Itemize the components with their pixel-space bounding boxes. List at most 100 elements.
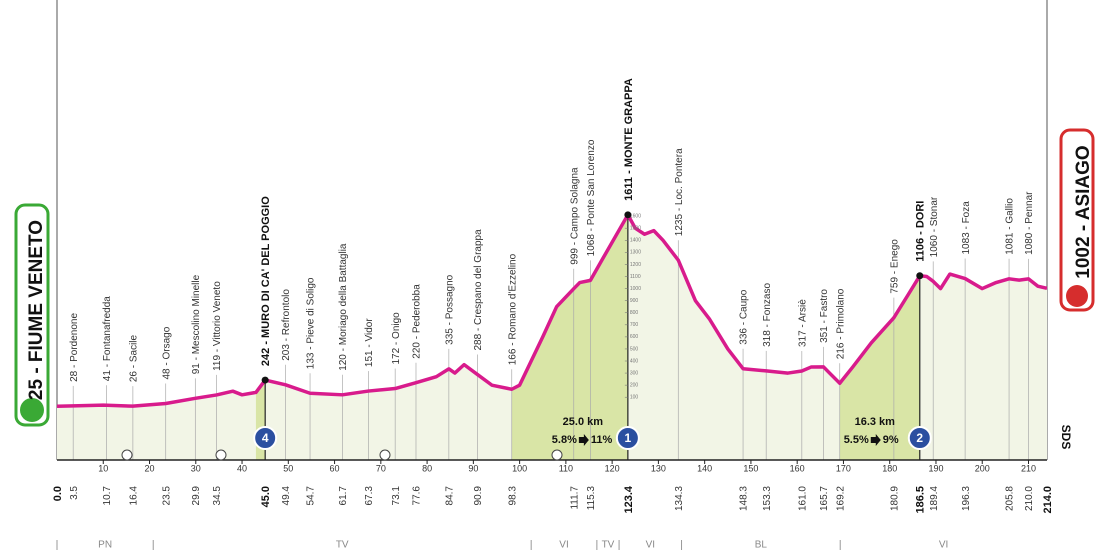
summit-marker (261, 376, 269, 384)
y-tick-label: 1400 (630, 238, 641, 244)
x-tick-label: 110 (559, 463, 573, 473)
km-label: 77.6 (412, 486, 423, 506)
waypoint-label: 172 - Onigo (391, 312, 402, 365)
sprint-icon (121, 449, 133, 461)
waypoint-label: 166 - Romano d'Ezzelino (507, 253, 518, 365)
x-tick-label: 150 (743, 463, 758, 473)
start-box: 25 - FIUME VENETO (14, 203, 50, 427)
climb-gradient: 5.5% (844, 434, 869, 446)
y-tick-label: 200 (630, 382, 639, 388)
climb-category: 1 (625, 431, 632, 445)
km-label: 169.2 (835, 486, 846, 511)
waypoint-label: 351 - Fastro (819, 289, 830, 343)
km-label: 84.7 (444, 486, 455, 506)
x-tick-label: 130 (651, 463, 666, 473)
climb-gradient: 5.8% (552, 434, 577, 446)
region-label: TV (336, 540, 349, 550)
region-label: PN (98, 540, 112, 550)
waypoint-label: 91 - Mescolino Minelle (191, 274, 202, 374)
logo: SDS (1059, 425, 1073, 450)
x-tick-label: 40 (237, 463, 247, 473)
y-tick-label: 100 (630, 395, 639, 401)
waypoint-label: 119 - Vittorio Veneto (212, 281, 223, 371)
start-label: 25 - FIUME VENETO (26, 220, 47, 400)
x-tick-label: 180 (882, 463, 897, 473)
km-label: 123.4 (623, 485, 635, 513)
region-label: VI (559, 540, 568, 550)
bonus-icon (551, 449, 563, 461)
km-label: 61.7 (338, 486, 349, 506)
x-tick-label: 100 (512, 463, 527, 473)
waypoint-label: 1068 - Ponte San Lorenzo (586, 139, 597, 256)
summit-marker (916, 272, 924, 280)
waypoint-label: 216 - Primolano (835, 288, 846, 359)
climb-length: 25.0 km (563, 416, 604, 428)
x-tick-label: 50 (283, 463, 293, 473)
km-label: 111.7 (569, 486, 580, 510)
waypoint-label: 1060 - Stonar (929, 196, 940, 257)
profile-line (56, 213, 1048, 409)
waypoint-label: 151 - Vidor (364, 318, 375, 367)
y-tick-label: 1200 (630, 262, 641, 268)
x-tick-label: 60 (330, 463, 340, 473)
km-label: 205.8 (1005, 486, 1016, 511)
plot: 10 20 30 40 50 60 70 80 90 100 110 120 130 140 150 160 1… (52, 78, 1054, 550)
x-tick-label: 200 (975, 463, 990, 473)
km-label: 45.0 (260, 486, 272, 507)
km-label: 148.3 (739, 486, 750, 511)
km-label: 3.5 (69, 486, 80, 500)
x-tick-label: 190 (928, 463, 943, 473)
x-tick-label: 80 (422, 463, 432, 473)
waypoint-label: 28 - Pordenone (69, 313, 80, 382)
climb-category: 4 (262, 431, 269, 445)
sprint-icon (215, 449, 227, 461)
waypoint-label: 335 - Possagno (444, 274, 455, 344)
waypoint-label: 1106 - DORI (915, 201, 927, 262)
climb-badge (907, 426, 932, 450)
km-label: 210.0 (1024, 486, 1035, 511)
start-frame (14, 203, 50, 427)
x-tick-label: 140 (697, 463, 712, 473)
waypoint-label: 1080 - Pennar (1024, 191, 1035, 255)
km-label: 23.5 (161, 486, 172, 506)
y-tick-label: 1600 (630, 213, 641, 219)
x-tick-label: 160 (790, 463, 805, 473)
waypoint-label: 133 - Pieve di Soligo (306, 277, 317, 369)
waypoint-label: 336 - Caupo (739, 289, 750, 344)
waypoint-label: 48 - Orsago (161, 326, 172, 379)
km-label: 34.5 (212, 486, 223, 506)
km-label: 98.3 (507, 486, 518, 506)
climb-badge (615, 426, 640, 450)
waypoint-label: 318 - Fonzaso (762, 283, 773, 347)
waypoint-label: 1611 - MONTE GRAPPA (623, 78, 635, 201)
waypoint-label: 41 - Fontanafredda (102, 296, 113, 381)
km-label: 115.3 (586, 486, 597, 511)
waypoint-label: 26 - Sacile (129, 334, 140, 382)
waypoint-label: 1235 - Loc. Pontera (674, 148, 685, 236)
finish-label: 1002 - ASIAGO (1073, 145, 1094, 278)
km-label: 165.7 (819, 486, 830, 511)
km-label: 186.5 (915, 486, 927, 514)
x-tick-label: 120 (605, 463, 620, 473)
km-label: 10.7 (102, 486, 113, 506)
waypoint-label: 999 - Campo Solagna (569, 167, 580, 265)
x-tick-label: 10 (98, 463, 108, 473)
km-label: 0.0 (52, 486, 64, 501)
y-tick-label: 1100 (630, 274, 641, 280)
waypoint-label: 120 - Moriago della Battaglia (338, 243, 349, 371)
sprint-icon (379, 449, 391, 461)
km-label: 90.9 (473, 486, 484, 506)
waypoint-label: 242 - MURO DI CA' DEL POGGIO (260, 196, 272, 366)
y-tick-label: 500 (630, 346, 639, 352)
finish-frame (1059, 128, 1095, 312)
climb-category: 2 (916, 431, 923, 445)
summit-marker (624, 211, 632, 219)
km-label: 29.9 (191, 486, 202, 506)
km-label: 16.4 (129, 486, 140, 506)
waypoint-label: 1081 - Gallio (1005, 198, 1016, 255)
y-tick-label: 600 (630, 334, 639, 340)
x-tick-label: 30 (191, 463, 201, 473)
waypoint-label: 203 - Refrontolo (281, 289, 292, 361)
sprint-icons (121, 449, 563, 461)
